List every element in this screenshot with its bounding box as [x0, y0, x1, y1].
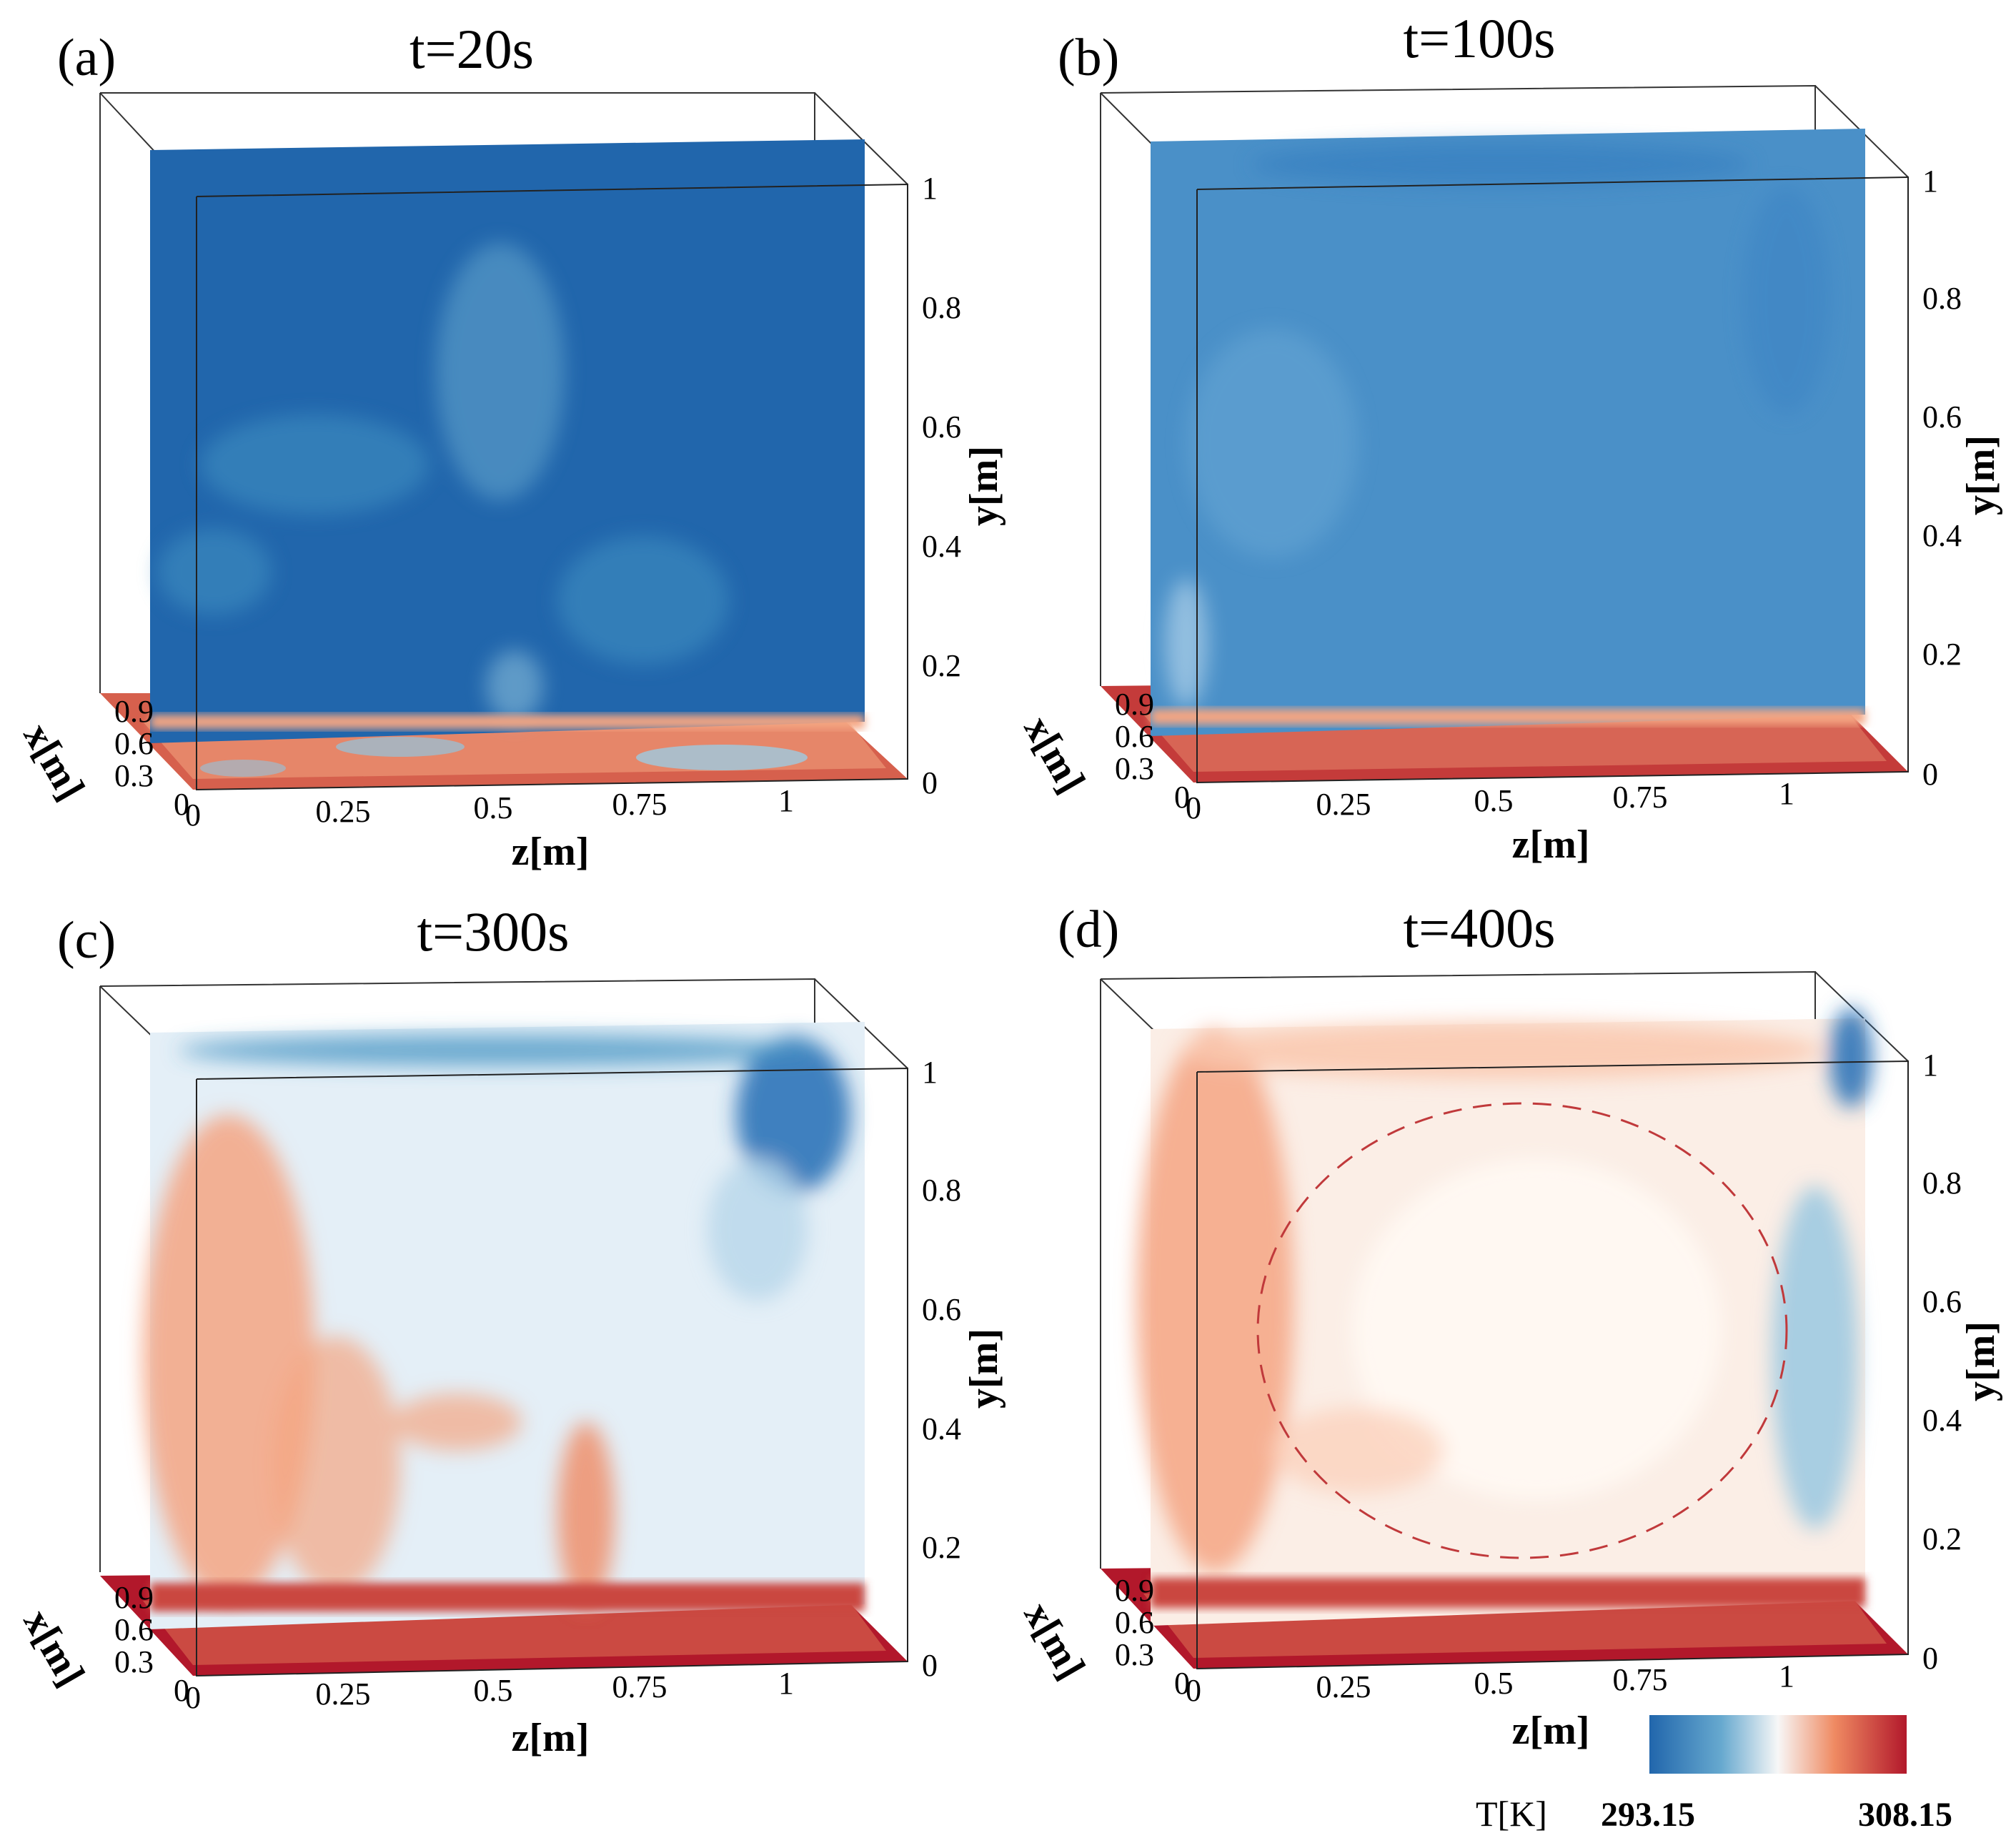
z-tick: 1 — [1779, 1659, 1794, 1694]
x-axis-label: x[m] — [15, 1602, 94, 1694]
y-tick: 0.8 — [922, 1173, 961, 1208]
z-tick: 0.75 — [612, 787, 667, 822]
y-tick: 0.6 — [922, 409, 961, 444]
x-tick: 0.6 — [1115, 1605, 1154, 1640]
panel-a: (a) t=20s 1 0.8 0.6 0.4 0.2 — [15, 18, 1006, 874]
dashed-ellipse — [1256, 1102, 1788, 1559]
x-tick: 0.9 — [1115, 1573, 1154, 1608]
panel-tag: (d) — [1058, 900, 1119, 959]
y-tick: 0.2 — [1922, 1521, 1962, 1556]
panel-title: t=300s — [417, 900, 569, 963]
x-tick: 0 — [1174, 1666, 1190, 1701]
panel-b: (b) t=100s 1 0.8 0.6 0.4 0.2 0 y[m] 0 0.… — [1016, 7, 2003, 867]
y-tick: 1 — [1922, 1048, 1938, 1083]
panel-d: (d) t=400s 1 0.8 0.6 0.4 0.2 0 y[m] — [1016, 897, 2003, 1753]
y-axis-label: y[m] — [962, 1328, 1006, 1409]
x-tick: 0.9 — [1115, 687, 1154, 722]
z-tick: 0.75 — [1613, 1662, 1668, 1697]
y-tick: 0 — [922, 1648, 938, 1683]
z-tick: 1 — [778, 783, 794, 818]
y-tick: 0.8 — [1922, 1166, 1962, 1201]
x-tick: 0 — [174, 1673, 189, 1708]
x-tick: 0.9 — [114, 694, 154, 729]
z-tick: 0.5 — [1474, 1666, 1514, 1701]
z-tick: 0.25 — [1316, 1669, 1371, 1704]
y-tick: 0.2 — [922, 1530, 961, 1565]
y-tick: 0.6 — [1922, 399, 1962, 434]
colorbar: T[K] 293.15 308.15 — [1476, 1715, 1952, 1834]
z-tick: 0.5 — [474, 1673, 513, 1708]
z-axis-label: z[m] — [512, 830, 590, 874]
y-tick: 0.6 — [1922, 1284, 1962, 1319]
panel-c: (c) t=300s 1 0.8 0.6 0.4 0.2 0 y[m] — [15, 900, 1006, 1760]
z-axis-label: z[m] — [1512, 1709, 1590, 1753]
vertical-slice — [1151, 129, 1865, 736]
z-tick: 0 — [185, 798, 201, 833]
y-tick: 0.8 — [1922, 281, 1962, 316]
x-tick: 0.3 — [1115, 751, 1154, 786]
y-tick: 0 — [1922, 757, 1938, 792]
colorbar-min: 293.15 — [1601, 1796, 1695, 1834]
panel-tag: (a) — [57, 29, 116, 87]
y-tick: 0.4 — [1922, 1403, 1962, 1438]
y-tick: 0.8 — [922, 290, 961, 325]
x-tick: 0.6 — [1115, 719, 1154, 754]
colorbar-gradient — [1649, 1715, 1907, 1774]
z-tick: 0.25 — [1316, 787, 1371, 822]
z-tick: 0 — [1186, 1673, 1201, 1708]
y-tick: 0.2 — [922, 648, 961, 683]
z-tick: 0.25 — [316, 794, 371, 829]
z-tick: 1 — [778, 1666, 794, 1701]
x-axis-label: x[m] — [1016, 1595, 1094, 1686]
y-tick: 0.4 — [922, 529, 961, 564]
x-axis-label: x[m] — [15, 716, 94, 808]
y-tick: 0.4 — [922, 1411, 961, 1446]
y-tick: 0.4 — [1922, 518, 1962, 553]
z-tick: 0.75 — [612, 1669, 667, 1704]
y-tick: 0.6 — [922, 1292, 961, 1327]
y-axis-label: y[m] — [1959, 435, 2003, 515]
y-tick: 0 — [1922, 1641, 1938, 1676]
y-tick: 0.2 — [1922, 637, 1962, 672]
z-tick: 0.75 — [1613, 780, 1668, 815]
x-tick: 0.6 — [114, 1612, 154, 1647]
x-tick: 0.3 — [114, 1644, 154, 1679]
x-tick: 0.3 — [1115, 1637, 1154, 1672]
x-tick: 0 — [174, 787, 189, 822]
panel-title: t=400s — [1403, 897, 1555, 959]
y-tick: 0 — [922, 765, 938, 800]
colorbar-label: T[K] — [1476, 1794, 1547, 1834]
y-tick: 1 — [922, 171, 938, 206]
z-tick: 0.25 — [316, 1676, 371, 1712]
x-tick: 0.6 — [114, 726, 154, 761]
x-tick: 0 — [1174, 780, 1190, 815]
z-tick: 0.5 — [474, 790, 513, 825]
panel-title: t=20s — [409, 18, 534, 80]
colorbar-max: 308.15 — [1858, 1796, 1952, 1834]
x-tick: 0.9 — [114, 1580, 154, 1615]
y-tick: 1 — [922, 1055, 938, 1090]
y-tick: 1 — [1922, 164, 1938, 199]
z-tick: 0 — [185, 1680, 201, 1715]
y-axis-label: y[m] — [1959, 1321, 2003, 1401]
z-tick: 1 — [1779, 776, 1794, 811]
panel-title: t=100s — [1403, 7, 1555, 69]
z-tick: 0 — [1186, 790, 1201, 825]
z-axis-label: z[m] — [512, 1716, 590, 1760]
z-tick: 0.5 — [1474, 783, 1514, 818]
x-axis-label: x[m] — [1016, 709, 1094, 800]
x-tick: 0.3 — [114, 758, 154, 793]
panel-tag: (c) — [57, 911, 116, 970]
panel-tag: (b) — [1058, 29, 1119, 87]
y-axis-label: y[m] — [962, 446, 1006, 526]
z-axis-label: z[m] — [1512, 823, 1590, 867]
